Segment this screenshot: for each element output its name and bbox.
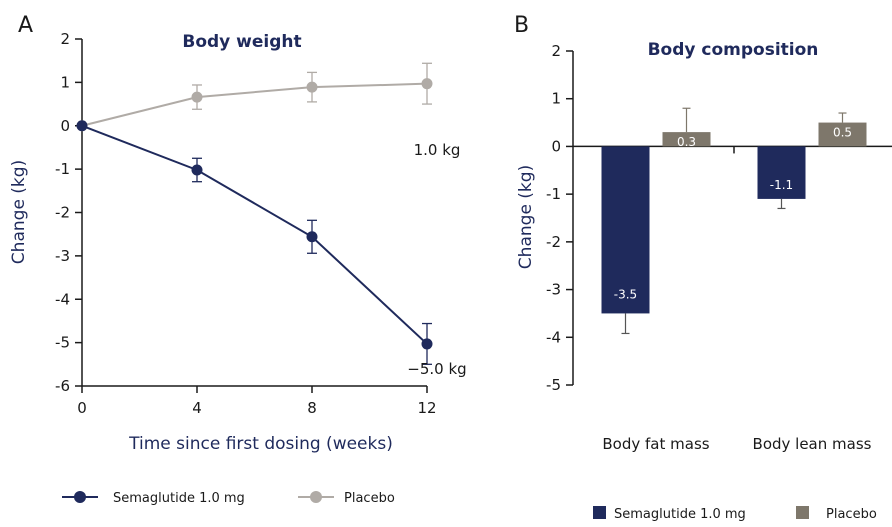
panel-b-legend: Semaglutide 1.0 mg Placebo: [593, 506, 877, 522]
data-point-placebo: [191, 91, 203, 103]
data-point-semaglutide: [306, 231, 318, 243]
panel-a-y-tick-label: -4: [55, 290, 70, 308]
panel-a-x-tick-label: 0: [77, 399, 87, 417]
legend-b-semaglutide-text: Semaglutide 1.0 mg: [614, 507, 746, 522]
panel-letter-a: A: [18, 13, 33, 38]
legend-b-placebo-text: Placebo: [826, 507, 877, 522]
panel-b-category-label: Body lean mass: [753, 435, 872, 453]
panel-b-y-tick-label: -3: [546, 281, 561, 299]
bar-value-label: -1.1: [770, 178, 793, 192]
legend-a-placebo-marker: [310, 491, 322, 503]
legend-a-placebo-text: Placebo: [344, 491, 395, 506]
bar-value-label: 0.5: [833, 126, 852, 140]
panel-b-title: Body composition: [648, 40, 819, 60]
panel-a-y-tick-label: -1: [55, 160, 70, 178]
panel-b-y-tick-label: 2: [551, 42, 561, 60]
panel-b-category-label: Body fat mass: [602, 435, 709, 453]
data-point-semaglutide: [76, 120, 88, 132]
panel-b-y-tick-label: -5: [546, 376, 561, 394]
legend-a-semaglutide-marker: [74, 491, 86, 503]
panel-letter-b: B: [514, 13, 529, 38]
data-point-placebo: [306, 81, 318, 93]
panel-b-y-tick-label: 1: [551, 90, 561, 108]
data-point-semaglutide: [421, 338, 433, 350]
panel-a-y-tick-label: -5: [55, 334, 70, 352]
legend-a-semaglutide-text: Semaglutide 1.0 mg: [113, 491, 245, 506]
data-point-semaglutide: [191, 164, 203, 176]
series-line-placebo: [81, 82, 428, 127]
panel-a-xlabel: Time since first dosing (weeks): [128, 434, 393, 454]
legend-b-placebo-swatch: [796, 506, 809, 519]
panel-a-annotation: 1.0 kg: [414, 141, 461, 159]
bar-value-label: -3.5: [614, 287, 637, 301]
panel-a-legend: Semaglutide 1.0 mg Placebo: [62, 491, 395, 506]
panel-a-x-tick-label: 4: [192, 399, 202, 417]
panel-a-y-tick-label: 1: [60, 73, 70, 91]
panel-a-plot: 2 1 0 -1 -2 -3 -4 -5 -6 0 4 8 12 1.0 kg −5.0 kg: [55, 30, 467, 417]
panel-a-annotation: −5.0 kg: [407, 360, 466, 378]
series-line-semaglutide: [81, 124, 428, 345]
panel-b-plot: 2 1 0 -1 -2 -3 -4 -5 Body fat mass -3.5 0.3 Body le…: [546, 42, 892, 453]
panel-a-y-tick-label: -3: [55, 247, 70, 265]
panel-a-ylabel: Change (kg): [9, 160, 29, 264]
panel-a-title: Body weight: [182, 32, 301, 52]
bar-semaglutide: [757, 146, 806, 199]
panel-a-y-tick-label: 0: [60, 117, 70, 135]
panel-a-y-tick-label: 2: [60, 30, 70, 48]
legend-b-semaglutide-swatch: [593, 506, 606, 519]
panel-b-y-tick-label: -4: [546, 328, 561, 346]
panel-a-x-tick-label: 12: [417, 399, 436, 417]
data-point-placebo: [421, 78, 433, 90]
bar-value-label: 0.3: [677, 135, 696, 149]
panel-a-x-tick-label: 8: [307, 399, 317, 417]
bar-placebo: [818, 122, 867, 147]
panel-b-ylabel: Change (kg): [516, 165, 536, 269]
bar-placebo: [662, 132, 711, 147]
panel-a-y-tick-label: -6: [55, 377, 70, 395]
panel-b-y-tick-label: -1: [546, 185, 561, 203]
panel-a-y-tick-label: -2: [55, 204, 70, 222]
panel-b-y-tick-label: 0: [551, 137, 561, 155]
panel-b-y-tick-label: -2: [546, 233, 561, 251]
bar-semaglutide: [601, 146, 650, 314]
